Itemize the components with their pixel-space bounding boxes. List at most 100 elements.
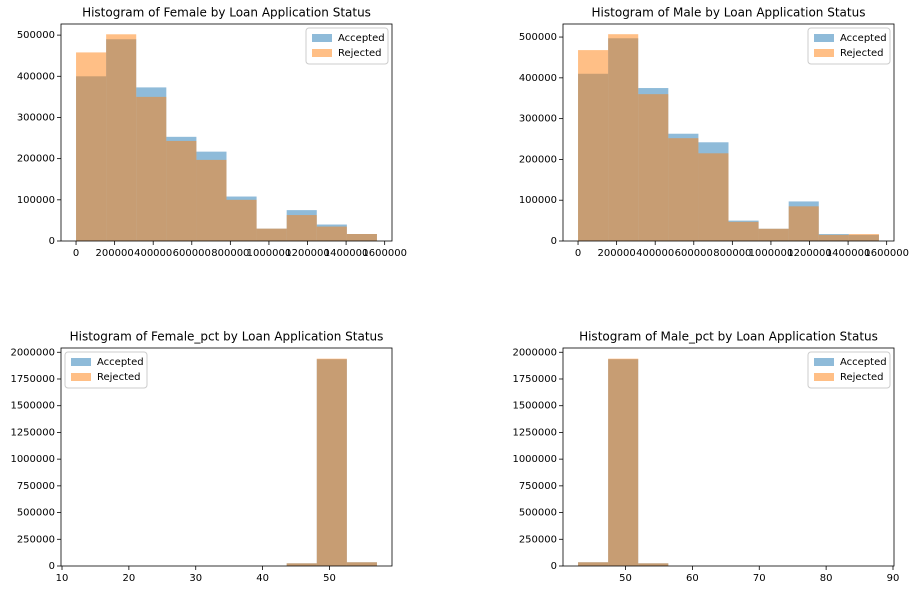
y-tick-label: 0 [551,236,557,247]
y-tick-label: 2000000 [10,347,55,358]
x-tick-label: 200000 [598,248,636,259]
axes-frame [60,347,393,567]
y-tick-label: 300000 [17,112,55,123]
bar [136,96,167,241]
y-tick-label: 1500000 [10,401,55,412]
y-tick-label: 2000000 [512,347,557,358]
legend-label: Accepted [338,33,385,44]
x-tick-label: 400000 [134,248,172,259]
y-tick-label: 500000 [17,30,55,41]
x-tick-label: 20 [123,573,136,584]
legend-swatch [312,34,332,42]
chart-title: Histogram of Male by Loan Application St… [592,6,866,20]
bar [788,206,819,241]
legend-label: Accepted [840,33,887,44]
axes-frame [562,347,895,567]
bar [758,228,789,241]
bar [256,228,287,241]
legend-swatch [814,49,834,57]
legend-label: Rejected [97,372,141,383]
y-tick-label: 200000 [519,154,557,165]
legend-swatch [814,358,834,366]
x-tick-label: 1200000 [285,248,330,259]
x-tick-label: 80 [820,573,833,584]
x-tick-label: 1000000 [749,248,794,259]
x-tick-label: 200000 [96,248,134,259]
legend-swatch [71,373,91,381]
y-tick-label: 1000000 [10,454,55,465]
x-tick-label: 1600000 [362,248,407,259]
y-tick-label: 1000000 [512,454,557,465]
chart-title: Histogram of Male_pct by Loan Applicatio… [579,330,878,344]
x-tick-label: 800000 [211,248,249,259]
y-tick-label: 500000 [17,508,55,519]
x-tick-label: 1000000 [247,248,292,259]
axes-frame [562,23,895,242]
x-tick-label: 60 [686,573,699,584]
y-tick-label: 1250000 [512,427,557,438]
y-tick-label: 1500000 [512,401,557,412]
y-tick-label: 300000 [519,114,557,125]
legend-label: Rejected [840,372,884,383]
x-tick-label: 50 [323,573,336,584]
x-tick-label: 0 [575,248,581,259]
bar [226,199,257,241]
bar [76,52,107,241]
y-tick-label: 100000 [17,195,55,206]
x-tick-label: 30 [189,573,202,584]
y-tick-label: 1750000 [10,374,55,385]
bar [608,358,639,566]
y-tick-label: 250000 [17,534,55,545]
bar [286,215,317,241]
bar [818,234,849,241]
bar [316,358,347,566]
legend-swatch [71,358,91,366]
bar [166,140,197,241]
y-tick-label: 0 [49,236,55,247]
y-tick-label: 500000 [519,32,557,43]
bar [608,34,639,241]
legend-swatch [312,49,332,57]
x-tick-label: 0 [73,248,79,259]
chart-title: Histogram of Female by Loan Application … [82,6,371,20]
x-tick-label: 90 [887,573,900,584]
x-tick-label: 70 [753,573,766,584]
y-tick-label: 750000 [17,481,55,492]
bar [728,221,759,241]
bar [668,138,699,241]
y-tick-label: 1250000 [10,427,55,438]
y-tick-label: 0 [49,561,55,572]
y-tick-label: 200000 [17,154,55,165]
bar [848,234,879,241]
y-tick-label: 250000 [519,534,557,545]
bar [578,50,609,242]
bar [106,34,137,242]
bar [196,159,227,241]
x-tick-label: 1200000 [787,248,832,259]
x-tick-label: 1600000 [864,248,909,259]
legend-swatch [814,373,834,381]
axes-frame [60,23,393,242]
bar [638,563,669,566]
x-tick-label: 600000 [675,248,713,259]
x-tick-label: 50 [619,573,632,584]
y-tick-label: 400000 [17,71,55,82]
legend-label: Accepted [97,357,144,368]
legend-label: Rejected [840,48,884,59]
bar [346,234,377,241]
y-tick-label: 750000 [519,481,557,492]
bar [286,563,317,566]
x-tick-label: 1400000 [324,248,369,259]
legend-swatch [814,34,834,42]
y-tick-label: 400000 [519,73,557,84]
bar [346,562,377,566]
x-tick-label: 1400000 [826,248,871,259]
y-tick-label: 100000 [519,195,557,206]
y-tick-label: 1750000 [512,374,557,385]
chart-title: Histogram of Female_pct by Loan Applicat… [70,330,384,344]
x-tick-label: 10 [56,573,69,584]
legend-label: Accepted [840,357,887,368]
x-tick-label: 400000 [636,248,674,259]
legend-label: Rejected [338,48,382,59]
